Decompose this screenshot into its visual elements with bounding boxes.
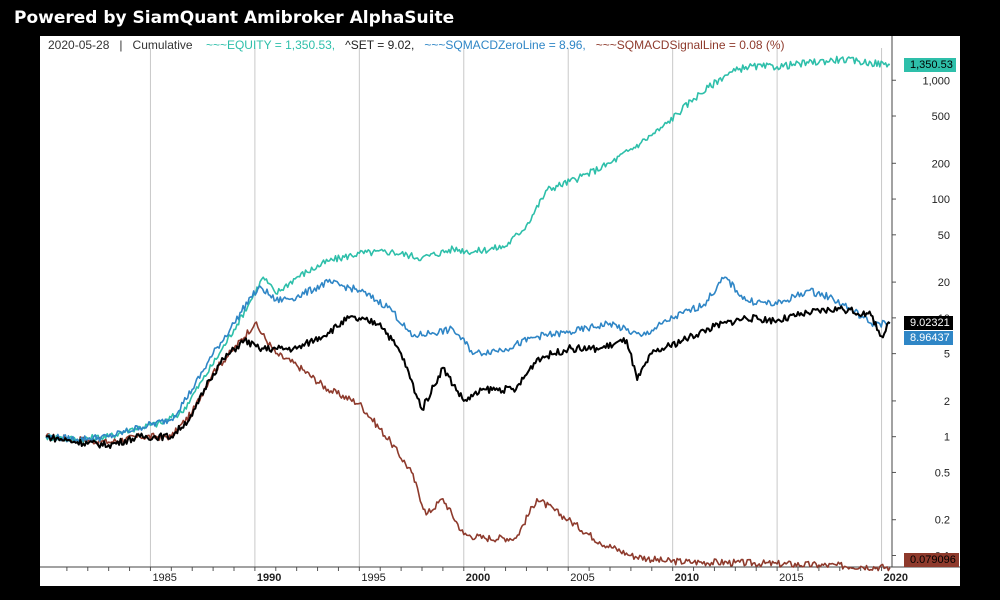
y-tick-label: 1,000	[922, 75, 950, 87]
y-tick-label: 2	[944, 396, 950, 408]
legend-date: 2020-05-28	[48, 38, 110, 52]
chart-banner-title: Powered by SiamQuant Amibroker AlphaSuit…	[0, 0, 477, 36]
y-tick-label: 200	[932, 158, 950, 170]
y-tick-label: 20	[938, 277, 950, 289]
series-line-zero	[45, 276, 891, 443]
y-tick-label: 1	[944, 432, 950, 444]
value-tag-equity: 1,350.53	[904, 57, 956, 72]
value-tag-set: 9.02321	[904, 316, 953, 331]
chart-legend: 2020-05-28 | Cumulative ~~~EQUITY = 1,35…	[48, 38, 785, 52]
chart-svg: 1985 1990 1995 2000 2005 2010 2015 20201,000500…	[40, 36, 960, 584]
chart-frame: 1985 1990 1995 2000 2005 2010 2015 2020 1,000 500…	[40, 36, 960, 586]
legend-signalline: ~~~SQMACDSignalLine = 0.08 (%)	[595, 38, 785, 52]
legend-zeroline: ~~~SQMACDZeroLine = 8.96,	[424, 38, 586, 52]
x-tick-label: 2000	[466, 572, 490, 584]
x-tick-label: 2015	[779, 572, 803, 584]
value-tag-signalline: 0.079096	[904, 553, 959, 567]
y-tick-label: 500	[932, 111, 950, 123]
legend-mode: Cumulative	[132, 38, 193, 52]
y-tick-label: 5	[944, 349, 950, 361]
series-line-equity	[45, 55, 891, 444]
series-line-set	[45, 305, 891, 449]
x-tick-label: 1990	[257, 572, 281, 584]
legend-equity: ~~~EQUITY = 1,350.53,	[205, 38, 336, 52]
x-tick-label: 2010	[675, 572, 699, 584]
y-tick-label: 0.5	[935, 467, 950, 479]
y-tick-label: 0.2	[935, 515, 950, 527]
legend-set: ^SET = 9.02,	[345, 38, 415, 52]
x-tick-label: 2020	[884, 572, 908, 584]
y-tick-label: 100	[932, 194, 950, 206]
x-tick-label: 1995	[361, 572, 385, 584]
legend-separator: |	[119, 38, 123, 52]
x-tick-label: 2005	[570, 572, 594, 584]
x-tick-label: 1985	[152, 572, 176, 584]
value-tag-zeroline: 8.96437	[904, 331, 953, 346]
y-tick-label: 50	[938, 230, 950, 242]
series-line-signal	[45, 321, 891, 572]
